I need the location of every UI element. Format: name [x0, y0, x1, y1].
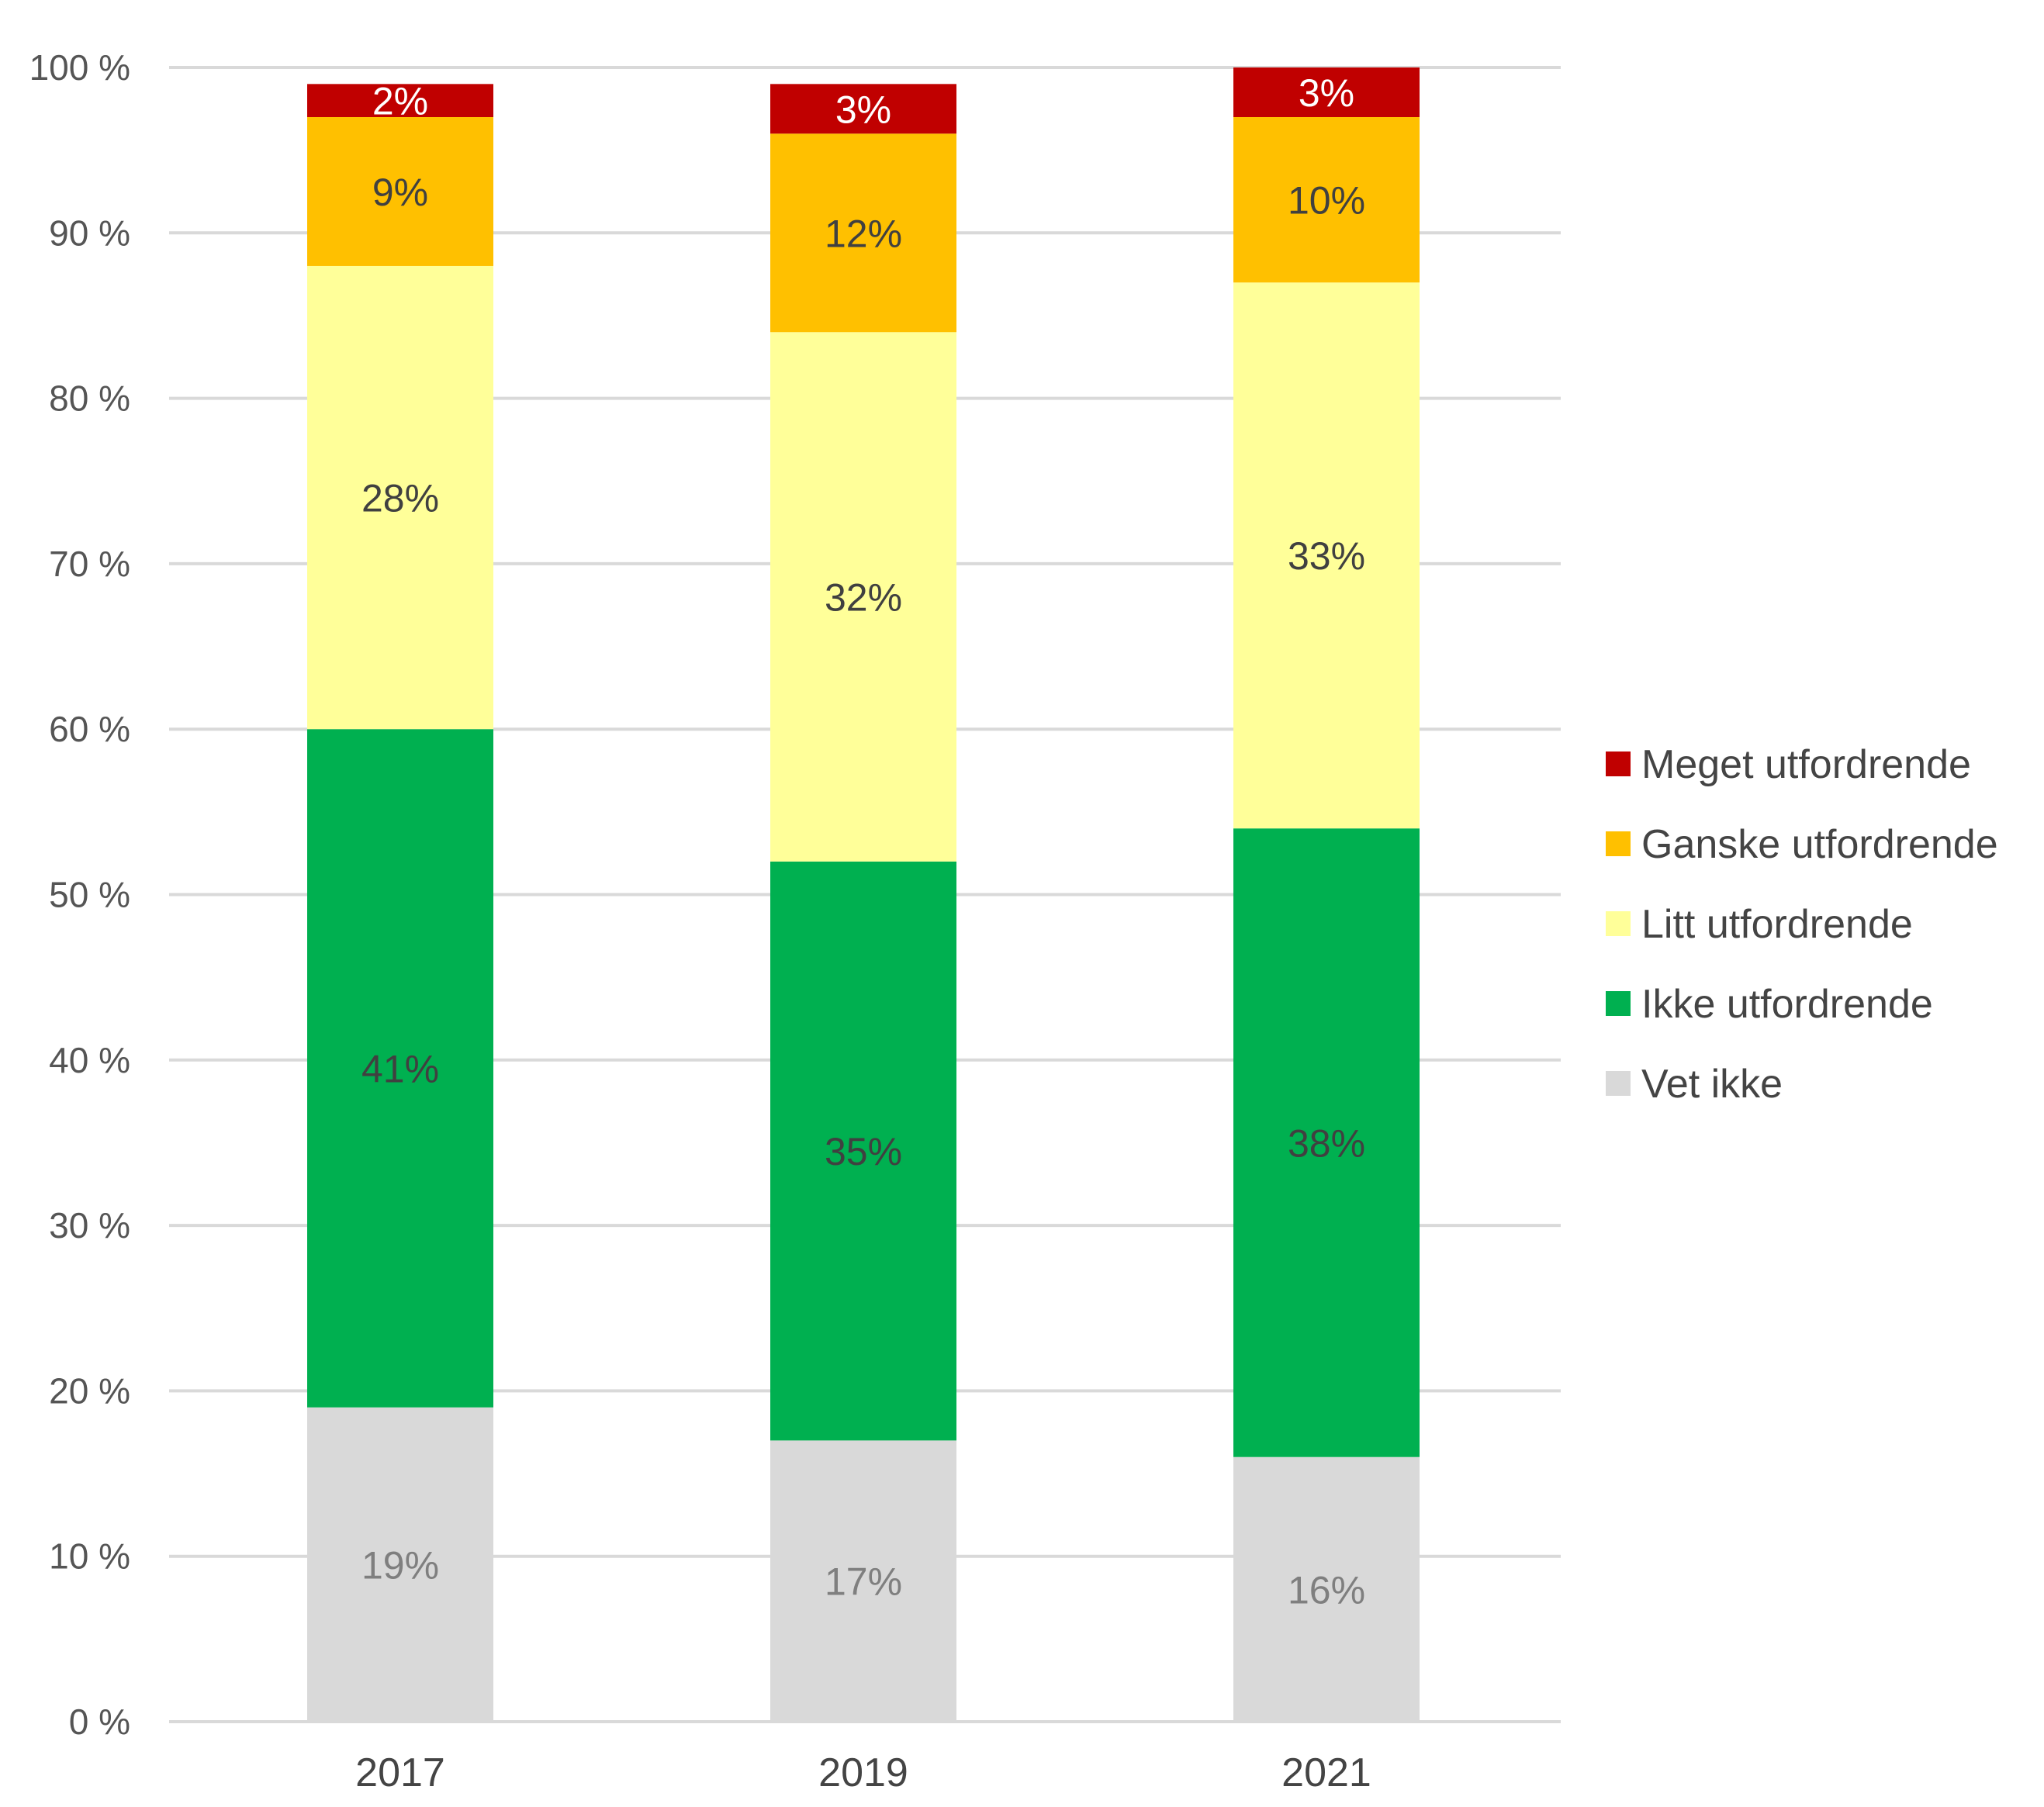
y-tick-label: 70 % [49, 544, 130, 584]
bar-stack-2021: 16% 38% 33% 10% 3% [1233, 67, 1420, 1722]
data-label: 33% [1288, 534, 1365, 578]
data-label: 3% [1299, 71, 1354, 115]
bar-segment [1233, 282, 1420, 829]
y-tick-label: 0 % [69, 1702, 130, 1742]
y-tick-label: 60 % [49, 709, 130, 749]
data-label: 12% [825, 212, 902, 255]
bar-segment [307, 84, 493, 117]
legend-label: Meget utfordrende [1641, 742, 1971, 787]
data-label: 16% [1288, 1568, 1365, 1612]
legend-item: Vet ikke [1606, 1062, 1783, 1107]
bar-stack-2019: 17% 35% 32% 12% 3% [770, 84, 956, 1722]
data-label: 19% [361, 1543, 439, 1587]
x-tick-label: 2019 [818, 1750, 908, 1795]
bar-segment [1233, 116, 1420, 283]
bar-segment [307, 265, 493, 730]
y-tick-label: 90 % [49, 212, 130, 253]
legend-swatch [1606, 751, 1631, 776]
legend-item: Ganske utfordrende [1606, 822, 1998, 867]
data-label: 38% [1288, 1121, 1365, 1165]
bar-segment [770, 861, 956, 1441]
bars: 19% 41% 28% 9% 2% 17% 35% 32% 12% 3% 16% 38% 33% 10% 3… [307, 67, 1420, 1722]
legend-item: Meget utfordrende [1606, 742, 1971, 787]
data-label: 41% [361, 1047, 439, 1090]
legend-label: Litt utfordrende [1641, 902, 1913, 947]
bar-segment [770, 133, 956, 333]
bar-segment [307, 1407, 493, 1722]
x-tick-label: 2017 [355, 1750, 445, 1795]
legend-label: Vet ikke [1641, 1062, 1783, 1107]
data-label: 3% [835, 88, 891, 131]
legend-swatch [1606, 1071, 1631, 1096]
y-tick-label: 20 % [49, 1370, 130, 1411]
y-tick-label: 10 % [49, 1536, 130, 1577]
y-tick-label: 50 % [49, 875, 130, 915]
bar-segment [770, 1440, 956, 1722]
legend: Meget utfordrende Ganske utfordrende Litt … [1606, 742, 1998, 1107]
data-label: 9% [372, 171, 428, 214]
legend-item: Ikke utfordrende [1606, 982, 1933, 1027]
y-tick-label: 30 % [49, 1205, 130, 1246]
legend-swatch [1606, 991, 1631, 1016]
data-label: 2% [372, 80, 428, 123]
bar-segment [1233, 67, 1420, 117]
data-label: 10% [1288, 179, 1365, 223]
legend-label: Ganske utfordrende [1641, 822, 1998, 867]
data-label: 17% [825, 1560, 902, 1604]
bar-segment [1233, 1456, 1420, 1722]
y-tick-label: 100 % [29, 47, 130, 88]
legend-label: Ikke utfordrende [1641, 982, 1933, 1027]
y-tick-label: 40 % [49, 1040, 130, 1080]
y-axis-ticks: 0 % 10 % 20 % 30 % 40 % 50 % 60 % 70 % 80 % 90 % 1… [29, 47, 130, 1742]
x-axis-ticks: 2017 2019 2021 [355, 1750, 1371, 1795]
bar-segment [307, 729, 493, 1408]
bar-segment [770, 84, 956, 134]
data-label: 28% [361, 477, 439, 520]
legend-swatch [1606, 831, 1631, 856]
data-label: 32% [825, 576, 902, 620]
legend-item: Litt utfordrende [1606, 902, 1913, 947]
bar-segment [1233, 828, 1420, 1457]
x-tick-label: 2021 [1281, 1750, 1371, 1795]
bar-segment [770, 332, 956, 862]
bar-stack-2017: 19% 41% 28% 9% 2% [307, 80, 493, 1722]
legend-swatch [1606, 911, 1631, 936]
data-label: 35% [825, 1130, 902, 1173]
bar-segment [307, 116, 493, 266]
y-tick-label: 80 % [49, 378, 130, 419]
